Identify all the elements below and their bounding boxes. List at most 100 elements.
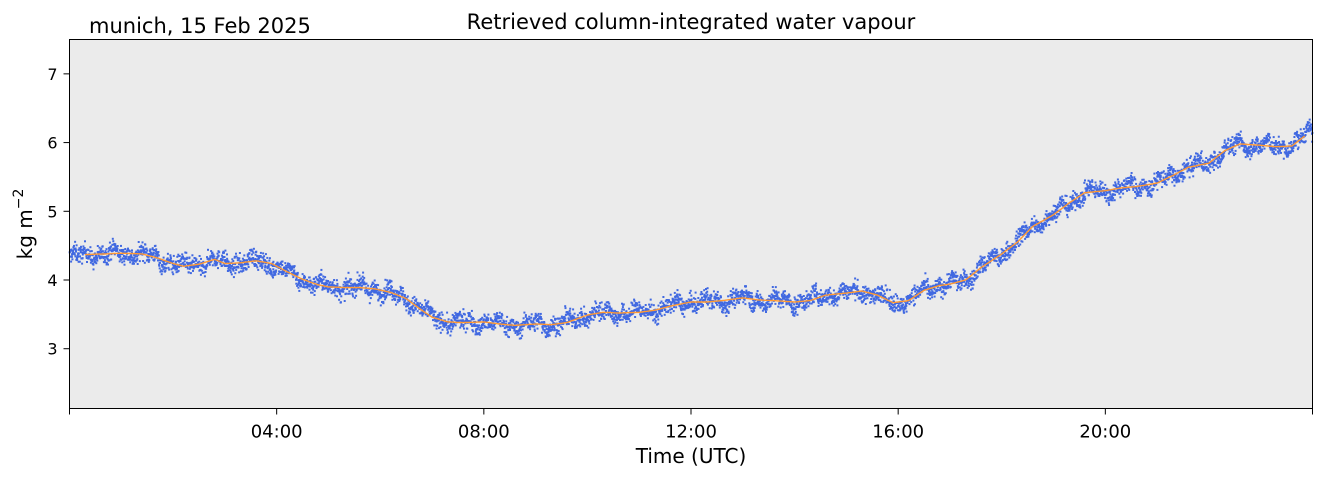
scatter-point (382, 302, 385, 305)
scatter-point (948, 277, 951, 280)
scatter-point (247, 266, 250, 268)
scatter-point (681, 305, 684, 308)
scatter-point (127, 247, 129, 250)
scatter-point (655, 316, 658, 319)
scatter-point (928, 288, 931, 291)
scatter-point (805, 306, 808, 309)
scatter-point (692, 297, 695, 300)
scatter-point (1071, 196, 1073, 199)
scatter-point (1065, 209, 1068, 212)
scatter-point (647, 308, 650, 311)
scatter-point (354, 290, 357, 293)
scatter-point (791, 301, 794, 304)
scatter-point (992, 255, 995, 258)
scatter-point (610, 314, 612, 317)
scatter-point (691, 302, 693, 305)
scatter-point (956, 274, 959, 277)
scatter-point (284, 274, 287, 277)
scatter-point (545, 336, 547, 339)
scatter-point (1028, 227, 1031, 230)
scatter-point (72, 251, 75, 254)
scatter-point (378, 297, 381, 300)
scatter-point (99, 249, 102, 252)
scatter-point (94, 258, 97, 261)
scatter-point (1231, 147, 1234, 149)
scatter-point (266, 256, 269, 259)
scatter-point (727, 295, 730, 298)
scatter-point (137, 241, 140, 243)
scatter-point (377, 284, 380, 287)
scatter-point (263, 260, 266, 263)
scatter-point (751, 310, 754, 313)
scatter-point (524, 314, 527, 317)
scatter-point (225, 265, 228, 267)
scatter-point (479, 327, 482, 329)
scatter-point (327, 290, 330, 293)
scatter-point (445, 322, 448, 325)
scatter-point (402, 290, 405, 293)
scatter-point (706, 293, 709, 296)
scatter-point (132, 258, 135, 261)
scatter-point (1249, 142, 1252, 145)
scatter-point (1043, 217, 1046, 220)
scatter-point (877, 285, 880, 288)
scatter-point (114, 244, 116, 247)
scatter-point (882, 294, 885, 297)
scatter-point (834, 295, 836, 297)
scatter-point (1153, 172, 1156, 175)
scatter-point (600, 312, 603, 315)
scatter-point (77, 252, 80, 255)
scatter-point (358, 284, 361, 287)
scatter-point (264, 259, 266, 262)
scatter-point (424, 313, 427, 316)
scatter-point (867, 287, 870, 290)
scatter-point (73, 244, 75, 247)
scatter-point (1099, 187, 1101, 190)
scatter-point (950, 280, 953, 283)
scatter-point (564, 305, 567, 308)
scatter-point (454, 311, 457, 314)
scatter-point (757, 303, 760, 306)
scatter-point (182, 255, 184, 258)
scatter-point (1234, 152, 1237, 155)
scatter-point (332, 291, 335, 294)
scatter-point (1250, 155, 1253, 158)
scatter-point (475, 331, 478, 334)
scatter-point (981, 261, 983, 264)
scatter-point (438, 314, 441, 317)
scatter-point (107, 247, 110, 250)
scatter-point (1002, 255, 1005, 258)
scatter-point (429, 305, 432, 308)
scatter-point (919, 293, 922, 296)
scatter-point (325, 286, 328, 289)
scatter-point (625, 316, 628, 319)
scatter-point (487, 319, 490, 321)
scatter-point (1045, 214, 1048, 217)
scatter-point (669, 311, 672, 314)
scatter-point (272, 268, 275, 271)
scatter-point (200, 269, 203, 272)
scatter-point (1156, 188, 1159, 191)
scatter-point (773, 289, 775, 292)
scatter-point (902, 298, 905, 301)
scatter-point (652, 319, 655, 322)
scatter-point (952, 271, 955, 274)
scatter-point (1125, 180, 1128, 183)
scatter-point (447, 318, 450, 321)
scatter-point (461, 315, 463, 317)
scatter-point (345, 285, 348, 288)
scatter-point (99, 251, 102, 254)
scatter-point (719, 295, 722, 298)
scatter-point (1077, 201, 1080, 203)
scatter-point (121, 261, 124, 264)
scatter-point (1041, 222, 1044, 225)
scatter-point (403, 294, 406, 296)
scatter-point (1200, 152, 1202, 155)
scatter-point (1232, 151, 1235, 154)
scatter-point (758, 300, 761, 303)
scatter-point (962, 268, 965, 271)
scatter-point (162, 256, 165, 259)
scatter-point (659, 301, 662, 304)
scatter-point (1019, 233, 1022, 236)
